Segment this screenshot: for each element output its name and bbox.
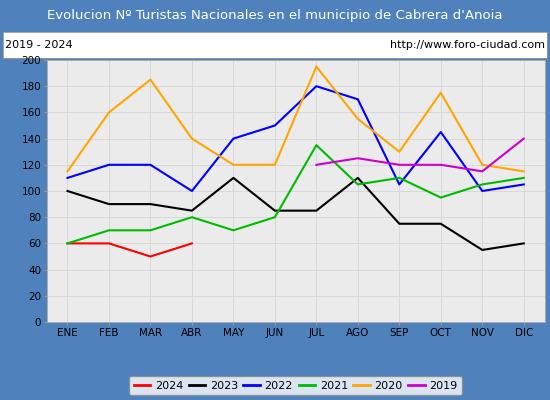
2024 [64,241,71,246]
2023 [272,208,278,213]
Text: Evolucion Nº Turistas Nacionales en el municipio de Cabrera d'Anoia: Evolucion Nº Turistas Nacionales en el m… [47,8,503,22]
2021 [230,228,236,233]
2022 [106,162,112,167]
2021 [355,182,361,187]
2020 [230,162,236,167]
2021 [272,215,278,220]
2022 [479,188,486,193]
2023 [396,221,403,226]
2023 [230,176,236,180]
2024 [147,254,154,259]
2021 [437,195,444,200]
2022 [189,188,195,193]
2022 [272,123,278,128]
2023 [479,248,486,252]
2020 [520,169,527,174]
2021 [520,176,527,180]
2019 [437,162,444,167]
2021 [479,182,486,187]
2023 [106,202,112,206]
2022 [520,182,527,187]
Line: 2019: 2019 [316,138,524,171]
Line: 2023: 2023 [68,178,524,250]
2020 [189,136,195,141]
2024 [189,241,195,246]
2020 [64,169,71,174]
2021 [313,143,320,148]
2023 [189,208,195,213]
Line: 2024: 2024 [68,243,192,256]
Line: 2021: 2021 [68,145,524,243]
2020 [396,149,403,154]
2019 [313,162,320,167]
2022 [355,97,361,102]
2023 [313,208,320,213]
2022 [64,176,71,180]
2023 [147,202,154,206]
2021 [147,228,154,233]
2020 [437,90,444,95]
2023 [520,241,527,246]
2020 [147,77,154,82]
2021 [396,176,403,180]
2022 [147,162,154,167]
2023 [64,188,71,193]
2020 [479,162,486,167]
Text: http://www.foro-ciudad.com: http://www.foro-ciudad.com [389,40,544,50]
Text: 2019 - 2024: 2019 - 2024 [6,40,73,50]
2019 [355,156,361,161]
2021 [106,228,112,233]
2022 [313,84,320,88]
2022 [437,130,444,134]
2023 [437,221,444,226]
Line: 2020: 2020 [68,66,524,171]
2020 [272,162,278,167]
2020 [106,110,112,115]
2022 [396,182,403,187]
2020 [355,116,361,121]
Legend: 2024, 2023, 2022, 2021, 2020, 2019: 2024, 2023, 2022, 2021, 2020, 2019 [129,376,462,395]
Line: 2022: 2022 [68,86,524,191]
2021 [64,241,71,246]
2020 [313,64,320,69]
2019 [520,136,527,141]
2019 [396,162,403,167]
2021 [189,215,195,220]
2023 [355,176,361,180]
2024 [106,241,112,246]
2019 [479,169,486,174]
2022 [230,136,236,141]
